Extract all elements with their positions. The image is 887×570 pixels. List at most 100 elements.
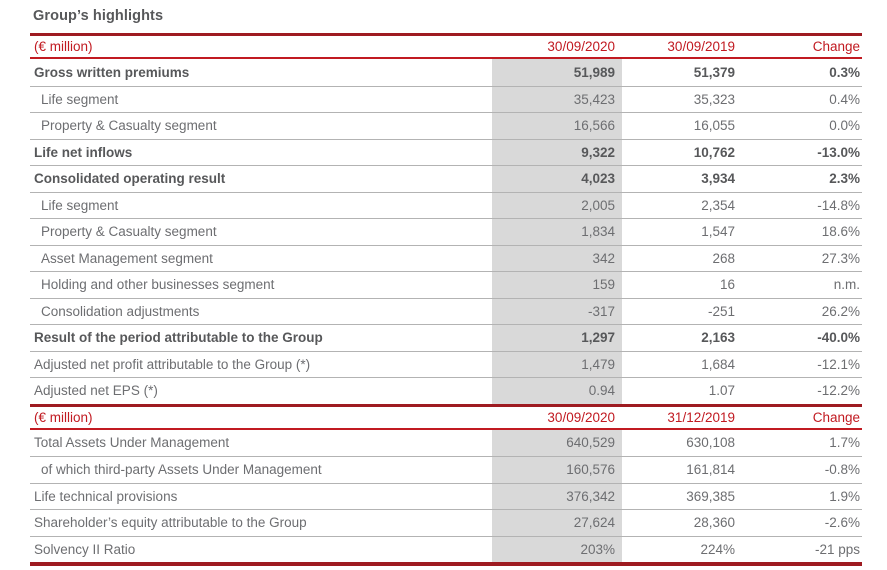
row-value-prior: 1.07 <box>708 383 735 399</box>
row-change: 0.4% <box>829 91 860 107</box>
unit-label: (€ million) <box>34 409 93 425</box>
row-value-current: 27,624 <box>492 510 622 536</box>
table-row: Gross written premiums 51,989 51,379 0.3… <box>30 59 862 86</box>
row-value-prior: -251 <box>707 303 735 319</box>
page-title: Group’s highlights <box>33 8 164 24</box>
table-row: Holding and other businesses segment 159… <box>30 271 862 298</box>
row-change: -12.2% <box>817 383 860 399</box>
row-value-current: 35,423 <box>492 86 622 112</box>
row-label: Life net inflows <box>34 144 133 160</box>
table-row: Life net inflows 9,322 10,762 -13.0% <box>30 138 862 165</box>
row-label: Solvency II Ratio <box>34 541 136 557</box>
row-label: Life technical provisions <box>34 488 178 504</box>
table-row: Asset Management segment 342 268 27.3% <box>30 244 862 271</box>
row-value-current: 203% <box>492 536 622 562</box>
row-value-prior: 630,108 <box>686 435 735 451</box>
table-section-income: (€ million) 30/09/2020 30/09/2019 Change… <box>30 33 862 404</box>
row-change: 27.3% <box>821 250 860 266</box>
row-value-current: 376,342 <box>492 483 622 509</box>
row-change: n.m. <box>833 277 860 293</box>
row-value-current: 160,576 <box>492 457 622 483</box>
table-row: Consolidated operating result 4,023 3,93… <box>30 165 862 192</box>
row-change: -0.8% <box>824 462 860 478</box>
table-body: Total Assets Under Management 640,529 63… <box>30 429 862 562</box>
row-label: Life segment <box>41 197 119 213</box>
row-value-prior: 16,055 <box>693 118 735 134</box>
row-label: Adjusted net profit attributable to the … <box>34 356 311 372</box>
row-label: Life segment <box>41 91 119 107</box>
row-value-prior: 1,684 <box>701 356 735 372</box>
row-change: -14.8% <box>817 197 860 213</box>
table-row: Adjusted net EPS (*) 0.94 1.07 -12.2% <box>30 377 862 404</box>
row-value-current: 0.94 <box>492 378 622 404</box>
table-row: Life segment 35,423 35,323 0.4% <box>30 85 862 112</box>
row-value-prior: 28,360 <box>693 515 735 531</box>
table-header-row: (€ million) 30/09/2020 31/12/2019 Change <box>30 407 862 430</box>
row-value-prior: 16 <box>719 277 735 293</box>
row-label: Adjusted net EPS (*) <box>34 383 158 399</box>
column-header-prior: 31/12/2019 <box>667 409 735 425</box>
row-change: -2.6% <box>824 515 860 531</box>
row-label: Shareholder’s equity attributable to the… <box>34 515 307 531</box>
row-value-prior: 35,323 <box>693 91 735 107</box>
row-value-current: 16,566 <box>492 113 622 139</box>
row-value-prior: 51,379 <box>693 64 735 80</box>
column-header-change: Change <box>812 39 860 54</box>
row-value-current: 9,322 <box>492 139 622 165</box>
table-row: Shareholder’s equity attributable to the… <box>30 509 862 536</box>
row-label: Consolidated operating result <box>34 171 226 187</box>
row-change: 0.3% <box>829 64 860 80</box>
column-header-current: 30/09/2020 <box>547 409 615 425</box>
row-change: -21 pps <box>814 541 860 557</box>
row-value-current: 1,297 <box>492 325 622 351</box>
table-row: Solvency II Ratio 203% 224% -21 pps <box>30 535 862 562</box>
column-header-change: Change <box>812 409 860 425</box>
table-section-balance: (€ million) 30/09/2020 31/12/2019 Change… <box>30 403 862 562</box>
row-value-current: 51,989 <box>492 59 622 86</box>
table-row: Life technical provisions 376,342 369,38… <box>30 482 862 509</box>
row-change: 1.9% <box>829 488 860 504</box>
column-header-prior: 30/09/2019 <box>667 39 735 54</box>
table-row: Life segment 2,005 2,354 -14.8% <box>30 191 862 218</box>
table-row: Total Assets Under Management 640,529 63… <box>30 429 862 456</box>
row-value-current: 640,529 <box>492 429 622 456</box>
table-row: Property & Casualty segment 16,566 16,05… <box>30 112 862 139</box>
table-row: Adjusted net profit attributable to the … <box>30 350 862 377</box>
row-value-current: 159 <box>492 272 622 298</box>
row-value-current: 342 <box>492 245 622 271</box>
row-label: Holding and other businesses segment <box>41 277 275 293</box>
row-value-prior: 1,547 <box>701 224 735 240</box>
row-value-prior: 2,354 <box>701 197 735 213</box>
column-header-current: 30/09/2020 <box>547 39 615 54</box>
table-row: Property & Casualty segment 1,834 1,547 … <box>30 218 862 245</box>
row-label: of which third-party Assets Under Manage… <box>41 462 322 478</box>
row-label: Result of the period attributable to the… <box>34 330 323 346</box>
unit-label: (€ million) <box>34 39 93 54</box>
table-row: Result of the period attributable to the… <box>30 324 862 351</box>
row-change: -40.0% <box>817 330 860 346</box>
row-label: Property & Casualty segment <box>41 224 217 240</box>
highlights-table: (€ million) 30/09/2020 30/09/2019 Change… <box>30 33 862 566</box>
row-value-current: 2,005 <box>492 192 622 218</box>
row-value-prior: 2,163 <box>701 330 735 346</box>
row-value-prior: 10,762 <box>693 144 735 160</box>
row-label: Total Assets Under Management <box>34 435 230 451</box>
row-value-prior: 161,814 <box>686 462 735 478</box>
table-row: Consolidation adjustments -317 -251 26.2… <box>30 297 862 324</box>
row-value-prior: 369,385 <box>686 488 735 504</box>
row-label: Gross written premiums <box>34 64 190 80</box>
row-change: -12.1% <box>817 356 860 372</box>
table-row: of which third-party Assets Under Manage… <box>30 456 862 483</box>
row-change: 0.0% <box>829 118 860 134</box>
row-value-current: -317 <box>492 298 622 324</box>
row-change: 1.7% <box>829 435 860 451</box>
row-label: Asset Management segment <box>41 250 213 266</box>
row-value-current: 1,479 <box>492 351 622 377</box>
row-label: Consolidation adjustments <box>41 303 200 319</box>
row-value-prior: 224% <box>700 541 735 557</box>
row-change: -13.0% <box>817 144 860 160</box>
row-change: 18.6% <box>821 224 860 240</box>
row-value-prior: 3,934 <box>701 171 735 187</box>
row-label: Property & Casualty segment <box>41 118 217 134</box>
